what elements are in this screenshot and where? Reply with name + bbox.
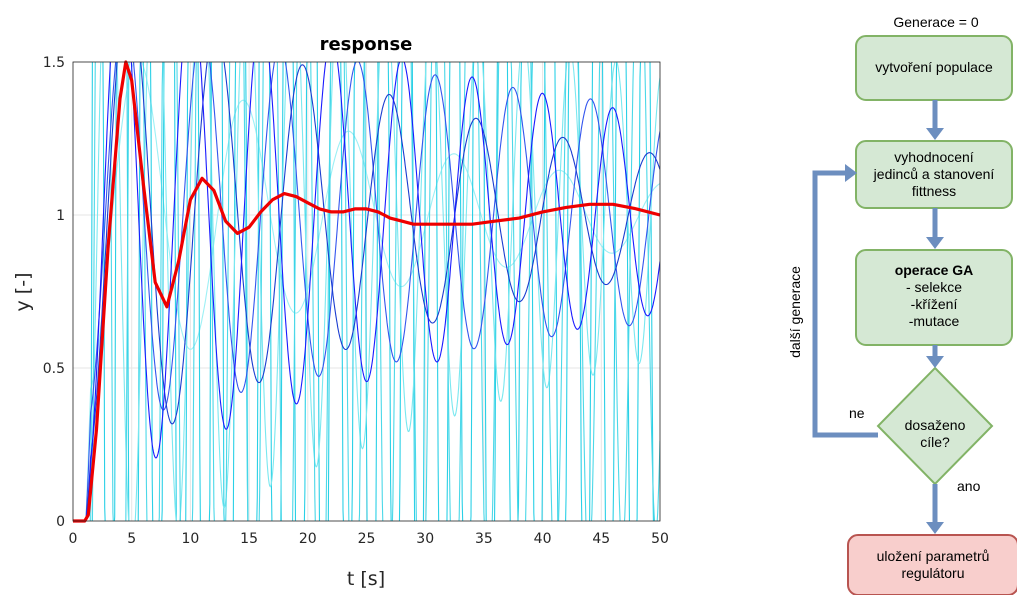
x-tick-label: 35	[475, 531, 493, 547]
save-parameters-text: uložení parametrů regulátoru	[848, 548, 1017, 582]
x-axis-label: t [s]	[347, 568, 385, 590]
background-response-line	[73, 62, 660, 521]
best-response-line	[73, 60, 661, 523]
start-label: Generace = 0	[893, 14, 979, 30]
x-tick-label: 40	[534, 531, 552, 547]
background-responses	[73, 62, 660, 521]
x-tick-label: 10	[181, 531, 199, 547]
ga-item-selection: - selekce	[905, 279, 963, 295]
decision-line-1: dosaženo	[904, 417, 966, 433]
y-tick-label: 1	[56, 208, 65, 224]
x-tick-label: 20	[299, 531, 317, 547]
x-tick-label: 50	[651, 531, 669, 547]
x-tick-label: 30	[416, 531, 434, 547]
tick-marks: 0 0.5 1 1.5 0 5 10 15 20 25 30 35 40 45 50	[43, 55, 669, 547]
label-next-generation: další generace	[787, 266, 803, 358]
decision-text: dosaženo cíle?	[885, 417, 985, 451]
arrow-loop-back	[812, 170, 878, 438]
ga-item-crossover: -křížení	[910, 296, 958, 312]
label-yes: ano	[957, 478, 981, 494]
decision-line-2: cíle?	[920, 434, 950, 450]
evaluate-line-1: vyhodnocení	[894, 149, 974, 165]
chart-title: response	[320, 34, 413, 55]
plot-frame	[72, 61, 661, 522]
x-tick-label: 45	[592, 531, 610, 547]
x-tick-label: 5	[127, 531, 136, 547]
background-response-line	[73, 62, 660, 521]
y-tick-label: 1.5	[43, 55, 65, 71]
background-response-line	[73, 62, 660, 521]
save-line-2: regulátoru	[901, 565, 965, 581]
save-parameters-box	[847, 534, 1017, 595]
evaluate-line-2: jedinců a stanovení	[873, 166, 995, 182]
create-population-text: vytvoření populace	[875, 59, 993, 75]
background-response-line	[73, 62, 660, 521]
y-tick-label: 0.5	[43, 361, 65, 377]
save-line-1: uložení parametrů	[876, 548, 990, 564]
ga-operations-text: operace GA - selekce -křížení -mutace	[856, 262, 1012, 330]
y-axis-label: y [-]	[12, 273, 34, 312]
evaluate-text: vyhodnocení jedinců a stanovení fittness	[856, 149, 1012, 200]
evaluate-line-3: fittness	[911, 183, 957, 199]
background-response-line	[73, 62, 660, 521]
y-tick-label: 0	[56, 514, 65, 530]
label-no: ne	[849, 405, 865, 421]
background-response-line	[73, 62, 660, 521]
ga-title: operace GA	[894, 262, 974, 278]
ga-item-mutation: -mutace	[908, 313, 960, 329]
x-tick-label: 25	[358, 531, 376, 547]
response-chart: 0 0.5 1 1.5 0 5 10 15 20 25 30 35 40 45 50 response t …	[12, 34, 669, 590]
background-response-line	[73, 62, 654, 521]
x-tick-label: 15	[240, 531, 258, 547]
x-tick-label: 0	[69, 531, 78, 547]
